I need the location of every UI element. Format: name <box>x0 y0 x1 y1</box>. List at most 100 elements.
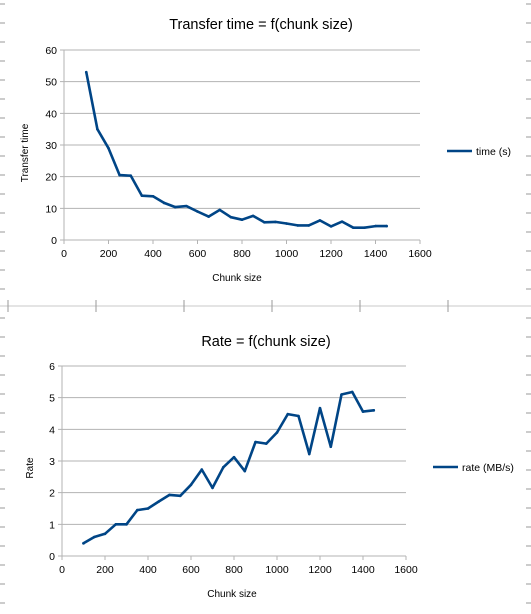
series-line <box>85 70 388 229</box>
data-point <box>218 208 222 212</box>
data-point <box>107 146 110 150</box>
data-point <box>340 393 343 396</box>
data-point <box>185 204 188 208</box>
data-point <box>307 452 311 456</box>
data-point <box>350 390 354 394</box>
data-point <box>329 445 333 449</box>
data-point <box>221 466 225 469</box>
data-point <box>340 220 344 223</box>
data-point <box>243 469 247 473</box>
data-point <box>296 224 299 227</box>
x-tick-label: 1000 <box>265 564 289 576</box>
y-tick-label: 1 <box>49 519 55 531</box>
data-point <box>178 494 182 498</box>
data-point <box>168 493 171 497</box>
x-tick-label: 1600 <box>408 248 432 260</box>
data-point <box>307 224 311 227</box>
data-point <box>232 455 236 459</box>
data-point <box>125 523 128 526</box>
chart-title: Transfer time = f(chunk size) <box>169 17 353 33</box>
data-point <box>96 127 99 131</box>
x-tick-label: 200 <box>96 564 114 576</box>
y-tick-label: 5 <box>49 393 55 405</box>
data-point <box>264 442 268 445</box>
x-tick-label: 400 <box>144 248 162 260</box>
legend-entry: time (s) <box>476 146 511 158</box>
data-point <box>318 219 322 222</box>
data-point <box>374 224 377 228</box>
legend-entry: rate (MB/s) <box>462 462 514 474</box>
y-axis-label: Rate <box>25 457 36 479</box>
x-tick-label: 0 <box>61 248 67 260</box>
data-point <box>189 483 193 487</box>
data-point <box>157 500 161 503</box>
y-gridlines <box>60 49 421 244</box>
y-tick-label: 4 <box>49 424 55 436</box>
x-tick-label: 0 <box>59 564 65 576</box>
x-tick-labels: 0 200 400 600 800 1000 1200 1400 1600 <box>59 564 418 576</box>
data-point <box>114 523 118 526</box>
chart-title: Rate = f(chunk size) <box>201 334 330 350</box>
data-point <box>372 409 376 412</box>
x-tick-label: 1400 <box>364 248 388 260</box>
data-point <box>196 210 199 213</box>
series-line <box>82 390 376 545</box>
data-point <box>363 226 366 229</box>
y-tick-label: 3 <box>49 456 55 468</box>
y-tick-label: 10 <box>45 203 57 215</box>
x-tick-label: 800 <box>233 248 251 260</box>
x-tick-label: 1200 <box>308 564 332 576</box>
y-tick-label: 40 <box>45 108 57 120</box>
x-tick-label: 600 <box>189 248 207 260</box>
data-point <box>275 431 279 434</box>
data-point <box>200 468 204 471</box>
data-point <box>162 201 166 205</box>
rate-chart[interactable]: Rate = f(chunk size) 0 200 400 600 800 1000 12… <box>25 334 514 600</box>
x-tick-label: 200 <box>100 248 118 260</box>
y-tick-label: 2 <box>49 488 55 500</box>
data-point <box>251 214 255 218</box>
data-point <box>82 542 85 545</box>
data-point <box>229 215 233 219</box>
data-point <box>361 410 365 413</box>
data-point <box>140 194 144 197</box>
data-point <box>135 508 139 512</box>
x-tick-label: 400 <box>139 564 157 576</box>
series-rate <box>82 390 376 545</box>
sheet-background <box>0 3 531 604</box>
data-point <box>254 440 257 444</box>
data-point <box>297 414 300 418</box>
y-tick-labels: 0 10 20 30 40 50 60 <box>45 45 57 247</box>
x-tick-label: 1400 <box>351 564 375 576</box>
y-tick-label: 6 <box>49 361 55 373</box>
data-point <box>211 486 214 490</box>
data-point <box>385 224 388 228</box>
data-point <box>207 215 210 218</box>
series-time <box>84 70 388 229</box>
data-point <box>286 412 290 416</box>
data-point <box>351 226 355 229</box>
data-point <box>84 70 88 74</box>
x-tick-label: 800 <box>225 564 243 576</box>
legend[interactable]: rate (MB/s) <box>433 462 514 474</box>
data-point <box>329 225 333 228</box>
data-point <box>103 532 107 536</box>
x-tick-label: 600 <box>182 564 200 576</box>
legend[interactable]: time (s) <box>447 146 511 158</box>
y-gridlines <box>58 365 407 560</box>
x-tick-labels: 0 200 400 600 800 1000 1200 1400 1600 <box>61 248 432 260</box>
data-point <box>285 222 288 225</box>
x-tick-label: 1000 <box>275 248 299 260</box>
x-axis-label: Chunk size <box>207 589 257 600</box>
y-tick-label: 50 <box>45 77 57 89</box>
data-point <box>92 535 96 539</box>
data-point <box>146 507 150 510</box>
y-tick-label: 30 <box>45 140 57 152</box>
data-point <box>240 218 244 222</box>
x-tick-label: 1200 <box>319 248 343 260</box>
data-point <box>151 195 155 198</box>
transfer-time-chart[interactable]: Transfer time = f(chunk size) 0 200 400 600… <box>20 17 511 284</box>
x-axis-label: Chunk size <box>212 273 262 284</box>
y-tick-label: 0 <box>49 551 55 563</box>
x-tick-label: 1600 <box>394 564 418 576</box>
